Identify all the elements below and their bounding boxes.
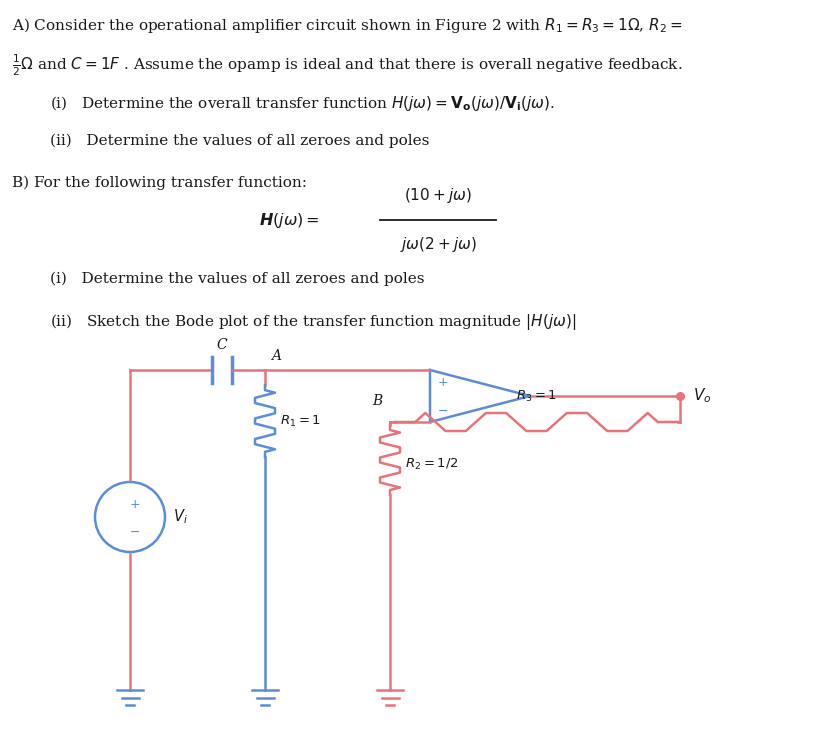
Text: $V_i$: $V_i$ xyxy=(173,508,187,526)
Text: $-$: $-$ xyxy=(129,525,141,537)
Text: B) For the following transfer function:: B) For the following transfer function: xyxy=(12,176,307,190)
Text: (i)   Determine the values of all zeroes and poles: (i) Determine the values of all zeroes a… xyxy=(50,272,424,286)
Text: (ii)   Sketch the Bode plot of the transfer function magnitude $|H(j\omega)|$: (ii) Sketch the Bode plot of the transfe… xyxy=(50,312,576,332)
Text: $\boldsymbol{H}(j\omega) =$: $\boldsymbol{H}(j\omega) =$ xyxy=(260,211,320,230)
Text: $-$: $-$ xyxy=(437,403,449,417)
Text: (i)   Determine the overall transfer function $H(j\omega) = \mathbf{V_o}(j\omega: (i) Determine the overall transfer funct… xyxy=(50,94,555,113)
Text: C: C xyxy=(217,338,228,352)
Text: $(10 + j\omega)$: $(10 + j\omega)$ xyxy=(404,186,472,205)
Text: B: B xyxy=(372,394,382,408)
Text: $R_3 = 1$: $R_3 = 1$ xyxy=(516,389,557,404)
Text: A) Consider the operational amplifier circuit shown in Figure 2 with $R_1 = R_3 : A) Consider the operational amplifier ci… xyxy=(12,16,682,35)
Text: (ii)   Determine the values of all zeroes and poles: (ii) Determine the values of all zeroes … xyxy=(50,134,429,149)
Text: $\frac{1}{2}\Omega$ and $C = 1F$ . Assume the opamp is ideal and that there is o: $\frac{1}{2}\Omega$ and $C = 1F$ . Assum… xyxy=(12,52,682,78)
Text: +: + xyxy=(130,498,141,510)
Text: $j\omega(2 + j\omega)$: $j\omega(2 + j\omega)$ xyxy=(399,235,476,254)
Text: +: + xyxy=(437,376,448,389)
Text: $R_2 = 1/2$: $R_2 = 1/2$ xyxy=(405,457,458,471)
Text: $R_1 = 1$: $R_1 = 1$ xyxy=(280,414,321,428)
Text: A: A xyxy=(271,349,281,363)
Text: $V_o$: $V_o$ xyxy=(693,386,712,406)
